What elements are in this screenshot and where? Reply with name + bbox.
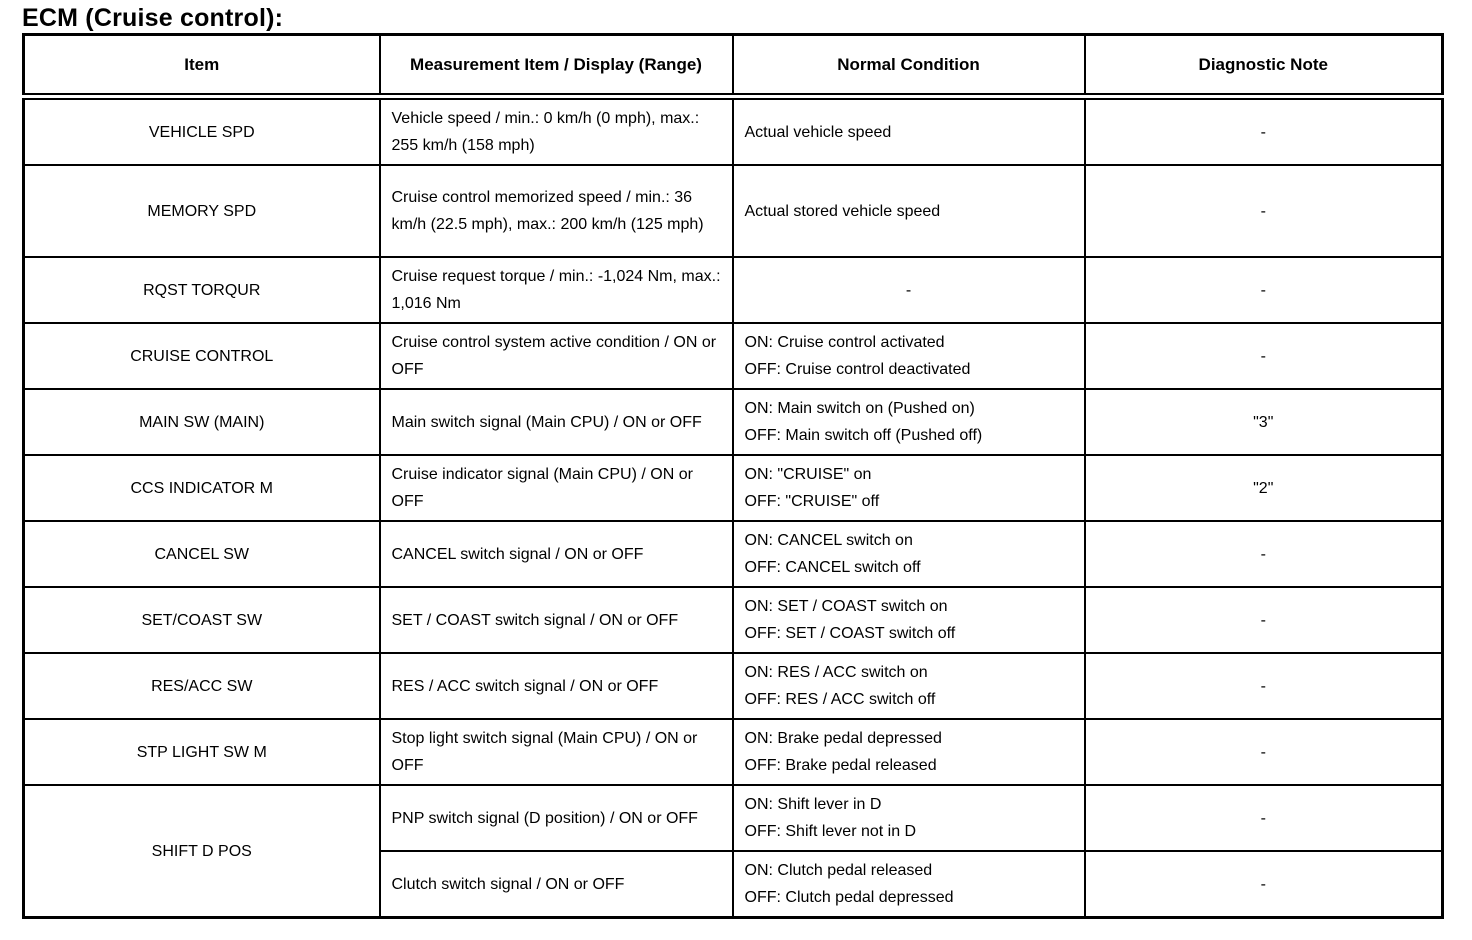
diagnostic-note-cell: "3" <box>1083 388 1444 456</box>
diagnostic-note-cell: - <box>1083 850 1444 919</box>
normal-condition-cell: ON: Shift lever in D OFF: Shift lever no… <box>731 784 1086 852</box>
table-row: CRUISE CONTROL Cruise control system act… <box>22 322 1444 390</box>
table-row: SHIFT D POS PNP switch signal (D positio… <box>22 784 1444 919</box>
table-row: MAIN SW (MAIN) Main switch signal (Main … <box>22 388 1444 456</box>
measurement-cell: Vehicle speed / min.: 0 km/h (0 mph), ma… <box>378 95 734 166</box>
table-row: SET/COAST SW SET / COAST switch signal /… <box>22 586 1444 654</box>
header-item: Item <box>22 33 381 100</box>
normal-condition-cell: Actual vehicle speed <box>731 95 1086 166</box>
table-row: RES/ACC SW RES / ACC switch signal / ON … <box>22 652 1444 720</box>
item-cell: MEMORY SPD <box>22 164 381 258</box>
table-row: MEMORY SPD Cruise control memorized spee… <box>22 164 1444 258</box>
diagnostic-note-cell: - <box>1083 718 1444 786</box>
diagnostic-note-cell: - <box>1083 164 1444 258</box>
normal-condition-cell: ON: Cruise control activated OFF: Cruise… <box>731 322 1086 390</box>
item-cell: CCS INDICATOR M <box>22 454 381 522</box>
diagnostic-note-cell: "2" <box>1083 454 1444 522</box>
header-diagnostic-note: Diagnostic Note <box>1083 33 1444 100</box>
normal-condition-cell: - <box>731 256 1086 324</box>
item-cell: CRUISE CONTROL <box>22 322 381 390</box>
table-row: STP LIGHT SW M Stop light switch signal … <box>22 718 1444 786</box>
measurement-cell: CANCEL switch signal / ON or OFF <box>378 520 734 588</box>
item-cell: RES/ACC SW <box>22 652 381 720</box>
diagnostic-note-cell: - <box>1083 322 1444 390</box>
normal-condition-cell: Actual stored vehicle speed <box>731 164 1086 258</box>
measurement-cell: Cruise request torque / min.: -1,024 Nm,… <box>378 256 734 324</box>
page-title: ECM (Cruise control): <box>22 4 284 32</box>
table-row: VEHICLE SPD Vehicle speed / min.: 0 km/h… <box>22 95 1444 166</box>
measurement-cell: RES / ACC switch signal / ON or OFF <box>378 652 734 720</box>
item-cell: VEHICLE SPD <box>22 95 381 166</box>
normal-condition-cell: ON: SET / COAST switch on OFF: SET / COA… <box>731 586 1086 654</box>
ecm-cruise-control-table: Item Measurement Item / Display (Range) … <box>22 33 1444 919</box>
table-row: RQST TORQUR Cruise request torque / min.… <box>22 256 1444 324</box>
table-header-row: Item Measurement Item / Display (Range) … <box>22 33 1444 100</box>
normal-condition-cell: ON: RES / ACC switch on OFF: RES / ACC s… <box>731 652 1086 720</box>
table-row: CCS INDICATOR M Cruise indicator signal … <box>22 454 1444 522</box>
measurement-cell: Cruise indicator signal (Main CPU) / ON … <box>378 454 734 522</box>
measurement-cell: Main switch signal (Main CPU) / ON or OF… <box>378 388 734 456</box>
normal-condition-cell: ON: Main switch on (Pushed on) OFF: Main… <box>731 388 1086 456</box>
item-cell: SET/COAST SW <box>22 586 381 654</box>
diagnostic-note-cell: - <box>1083 256 1444 324</box>
diagnostic-note-cell: - <box>1083 95 1444 166</box>
normal-condition-cell: ON: CANCEL switch on OFF: CANCEL switch … <box>731 520 1086 588</box>
table-row: Clutch switch signal / ON or OFF ON: Clu… <box>24 850 1444 919</box>
measurement-cell: Cruise control memorized speed / min.: 3… <box>378 164 734 258</box>
measurement-cell: SET / COAST switch signal / ON or OFF <box>378 586 734 654</box>
diagnostic-note-cell: - <box>1083 520 1444 588</box>
normal-condition-cell: ON: Brake pedal depressed OFF: Brake ped… <box>731 718 1086 786</box>
item-cell: STP LIGHT SW M <box>22 718 381 786</box>
header-normal-condition: Normal Condition <box>731 33 1086 100</box>
normal-condition-cell: ON: Clutch pedal released OFF: Clutch pe… <box>731 850 1086 919</box>
item-cell: RQST TORQUR <box>22 256 381 324</box>
measurement-cell: Clutch switch signal / ON or OFF <box>378 850 734 919</box>
measurement-cell: PNP switch signal (D position) / ON or O… <box>378 784 734 852</box>
item-cell: SHIFT D POS <box>22 784 381 919</box>
item-cell: MAIN SW (MAIN) <box>22 388 381 456</box>
measurement-cell: Stop light switch signal (Main CPU) / ON… <box>378 718 734 786</box>
header-measurement: Measurement Item / Display (Range) <box>378 33 734 100</box>
normal-condition-cell: ON: "CRUISE" on OFF: "CRUISE" off <box>731 454 1086 522</box>
table-row: CANCEL SW CANCEL switch signal / ON or O… <box>22 520 1444 588</box>
diagnostic-note-cell: - <box>1083 652 1444 720</box>
diagnostic-note-cell: - <box>1083 586 1444 654</box>
diagnostic-note-cell: - <box>1083 784 1444 852</box>
item-cell: CANCEL SW <box>22 520 381 588</box>
measurement-cell: Cruise control system active condition /… <box>378 322 734 390</box>
